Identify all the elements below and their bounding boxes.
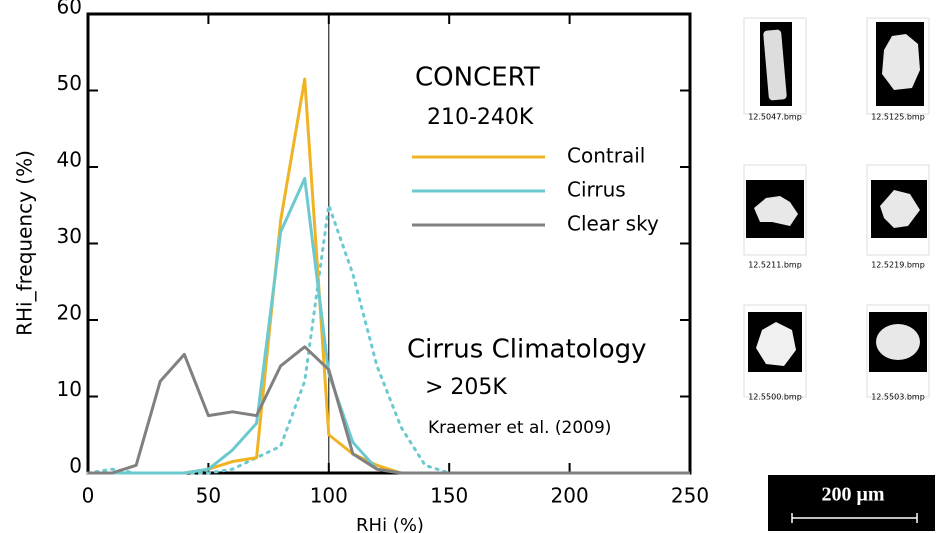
particle-images: 200 μm: [743, 17, 935, 531]
image-caption: 12.5219.bmp: [871, 261, 925, 270]
x-tick-label: 100: [310, 484, 348, 508]
x-tick-label: 200: [551, 484, 589, 508]
y-tick-label: 30: [57, 224, 82, 248]
image-caption: 12.5503.bmp: [871, 393, 925, 402]
y-tick-label: 20: [57, 301, 82, 325]
image-panel: [743, 17, 807, 115]
image-caption: 12.5047.bmp: [748, 113, 802, 122]
scale-bar: 200 μm: [768, 475, 935, 531]
annotation: Kraemer et al. (2009): [428, 418, 611, 438]
series-line: [88, 77, 690, 475]
image-panel: [743, 304, 807, 398]
y-axis-label: RHi_frequency (%): [13, 150, 37, 336]
x-tick-label: 0: [82, 484, 95, 508]
scale-bar-label: 200 μm: [822, 484, 885, 506]
y-tick-label: 40: [57, 148, 82, 172]
y-tick-label: 10: [57, 377, 82, 401]
image-panel: [866, 164, 930, 256]
image-caption: 12.5125.bmp: [871, 113, 925, 122]
x-tick-label: 150: [430, 484, 468, 508]
y-tick-label: 60: [57, 0, 82, 19]
x-axis-label: RHi (%): [356, 515, 424, 533]
legend-subtitle: 210-240K: [427, 105, 534, 130]
image-panel: [743, 164, 807, 256]
plot-frame: [86, 12, 692, 475]
legend-label: Clear sky: [567, 212, 659, 236]
annotation: > 205K: [425, 375, 507, 400]
legend-label: Cirrus: [567, 178, 626, 202]
legend-label: Contrail: [567, 144, 645, 168]
image-panel: [866, 304, 930, 398]
series-line: [88, 345, 690, 475]
y-tick-label: 0: [69, 454, 82, 478]
annotation: Cirrus Climatology: [407, 335, 647, 365]
image-caption: 12.5500.bmp: [748, 393, 802, 402]
x-tick-label: 50: [196, 484, 221, 508]
legend-title: CONCERT: [415, 63, 540, 93]
image-caption: 12.5211.bmp: [748, 261, 802, 270]
image-panel: [866, 17, 930, 115]
x-tick-label: 250: [671, 484, 709, 508]
y-tick-label: 50: [57, 71, 82, 95]
